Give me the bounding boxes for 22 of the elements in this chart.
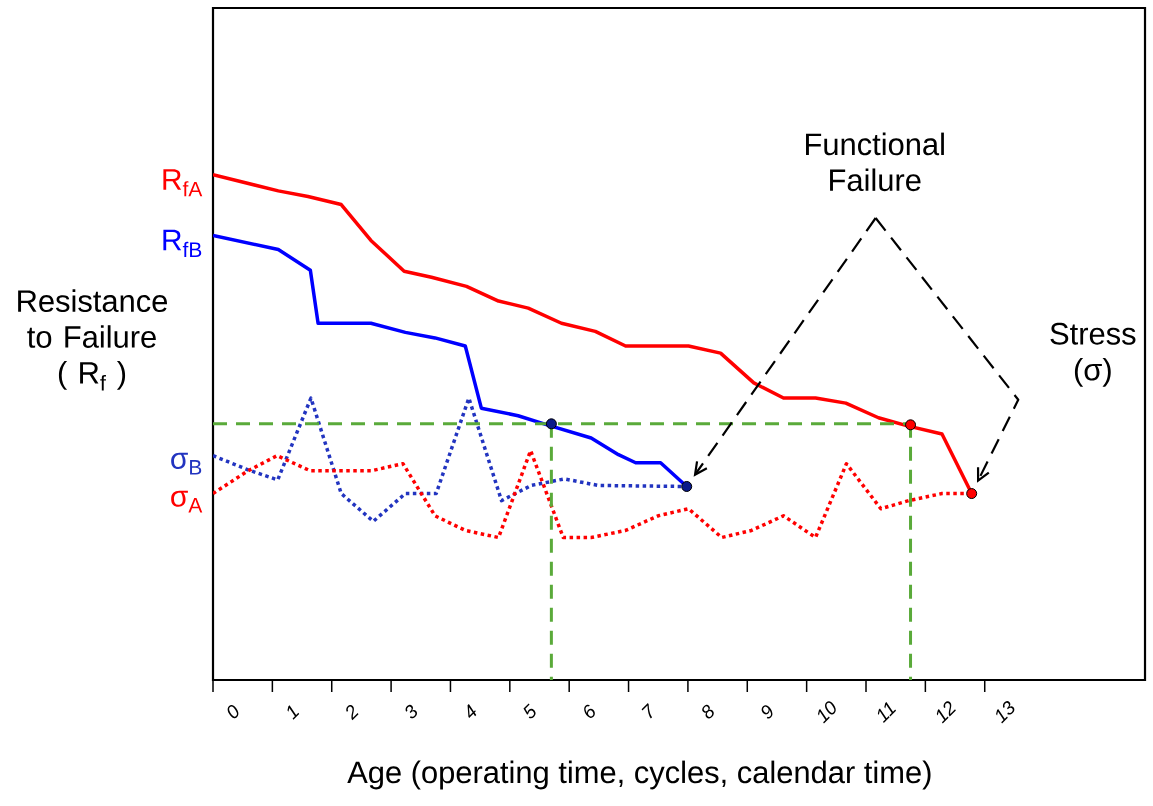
x-tick-label: 1 bbox=[287, 705, 300, 720]
series-label: R$_{fA}$ bbox=[163, 169, 203, 197]
x-tick-label: 13 bbox=[996, 701, 1015, 724]
series-label: R$_{fB}$ bbox=[163, 229, 202, 257]
x-tick-label: 9 bbox=[761, 705, 773, 719]
annotation: Functional Failure bbox=[806, 132, 944, 192]
x-tick-label: 5 bbox=[523, 703, 536, 719]
x-tick-label: 3 bbox=[405, 704, 417, 719]
x-tick-label: 0 bbox=[227, 704, 239, 719]
x-tick-label: 12 bbox=[936, 701, 956, 724]
x-tick-label: 6 bbox=[584, 704, 595, 718]
x-tick-label: 10 bbox=[818, 701, 836, 724]
y2-axis-title: Stress (σ) bbox=[1050, 322, 1136, 387]
x-tick-label: 2 bbox=[346, 704, 359, 721]
x-tick-label: 7 bbox=[641, 703, 653, 719]
x-tick-label: 11 bbox=[877, 702, 897, 723]
x-tick-label: 4 bbox=[467, 704, 477, 718]
series-label: σ$_{A}$ bbox=[171, 490, 203, 513]
series-label: σ$_{B}$ bbox=[171, 452, 202, 475]
x-tick-label: 8 bbox=[702, 704, 714, 719]
x-axis-title: Age (operating time, cycles, calendar time) bbox=[347, 760, 931, 790]
y-axis-title: Resistance to Failure ( R$_{f}$ ) bbox=[18, 289, 168, 391]
